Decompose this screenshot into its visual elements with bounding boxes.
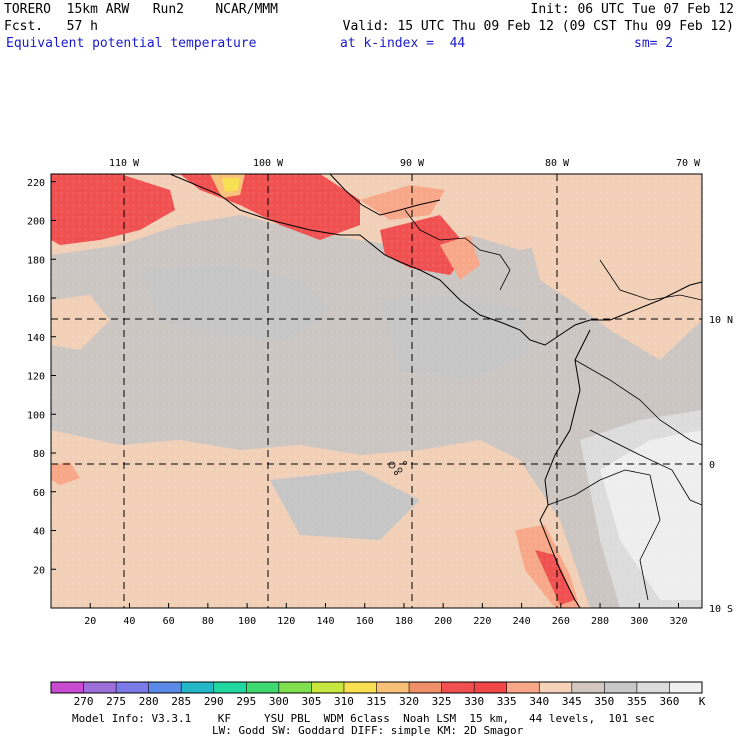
x-tick-label: 200 [434,616,452,627]
y-tick-label: 40 [33,527,45,538]
x-tick-label: 120 [277,616,295,627]
colorbar-level-label: 340 [529,695,549,708]
x-tick-label: 240 [513,616,531,627]
colorbar-level-label: 285 [171,695,191,708]
init-time: Init: 06 UTC Tue 07 Feb 12 [530,2,735,17]
x-tick-label: 320 [669,616,687,627]
lon-label: 70 W [676,158,701,169]
colorbar-level-label: 320 [399,695,419,708]
coastline-central-america [169,174,702,346]
x-tick-label: 100 [238,616,256,627]
colorbar-swatch [246,682,280,693]
colorbar-level-label: 300 [269,695,289,708]
x-tick-label: 80 [202,616,214,627]
lat-label: 10 S [709,604,733,615]
y-tick-label: 60 [33,488,45,499]
level-label: at k-index = 44 [340,36,466,51]
colorbar-swatch [409,682,443,693]
x-tick-label: 60 [163,616,175,627]
colorbar-swatch [571,682,605,693]
latitude-labels: 10 N 0 10 S [709,315,733,615]
colorbar-level-label: 315 [367,695,387,708]
colorbar-swatch [604,682,638,693]
y-axis: 20 40 60 80 100 120 140 160 180 200 220 [27,178,56,576]
colorbar-swatch [539,682,573,693]
lon-grid-lines [123,174,558,608]
valid-time: Valid: 15 UTC Thu 09 Feb 12 (09 CST Thu … [342,19,734,34]
x-tick-label: 280 [591,616,609,627]
colorbar-level-label: 295 [236,695,256,708]
colorbar-swatch [278,682,312,693]
coastline-south-america [539,329,591,608]
x-tick-label: 260 [552,616,570,627]
colorbar-swatch [506,682,540,693]
x-tick-label: 160 [356,616,374,627]
field-name: Equivalent potential temperature [6,36,257,51]
model-info-line1: Model Info: V3.3.1 KF YSU PBL WDM 6class… [72,712,655,725]
y-tick-label: 120 [27,372,45,383]
lon-label: 80 W [545,158,570,169]
colorbar-swatch [148,682,182,693]
colorbar-swatch [181,682,215,693]
colorbar-level-label: 290 [204,695,224,708]
lon-label: 100 W [253,158,284,169]
longitude-labels: 110 W 100 W 90 W 80 W 70 W [109,158,701,169]
colorbar-swatch [376,682,410,693]
colorbar-swatch [636,682,670,693]
colorbar-unit-label: K [699,695,706,708]
plot-frame [50,173,703,609]
colorbar-swatch [116,682,150,693]
lon-label: 110 W [109,158,140,169]
y-tick-label: 180 [27,255,45,266]
lat-grid-lines [51,318,702,465]
lat-label: 10 N [709,315,733,326]
colorbar-swatch [669,682,703,693]
y-tick-label: 140 [27,333,45,344]
colorbar-swatch [213,682,247,693]
x-tick-label: 140 [316,616,334,627]
x-tick-label: 220 [473,616,491,627]
field-shading [51,174,702,608]
y-tick-label: 160 [27,294,45,305]
colorbar-swatch [83,682,117,693]
colorbar-swatch [474,682,508,693]
colorbar-level-label: 345 [562,695,582,708]
colorbar-swatch [343,682,377,693]
x-tick-label: 300 [630,616,648,627]
model-info-line2: LW: Godd SW: Goddard DIFF: simple KM: 2D… [212,724,524,737]
colorbar-level-label: 325 [432,695,452,708]
colorbar-swatch [441,682,475,693]
colorbar-level-label: 275 [106,695,126,708]
x-tick-label: 180 [395,616,413,627]
lon-label: 90 W [400,158,425,169]
colorbar-level-label: 355 [627,695,647,708]
colorbar: 270 275 280 285 290 295 300 305 310 315 320 325 330 3… [50,681,706,708]
colorbar-swatch [311,682,345,693]
y-tick-label: 220 [27,178,45,189]
y-tick-label: 200 [27,217,45,228]
y-tick-label: 80 [33,449,45,460]
forecast-hour: Fcst. 57 h [4,19,98,34]
lat-label: 0 [709,460,715,471]
x-tick-label: 20 [84,616,96,627]
x-tick-label: 40 [123,616,135,627]
galapagos-islands [388,461,407,475]
y-tick-label: 20 [33,565,45,576]
colorbar-swatch [51,682,85,693]
colorbar-level-label: 360 [660,695,680,708]
colorbar-level-label: 270 [74,695,94,708]
y-tick-label: 100 [27,410,45,421]
colorbar-level-label: 335 [497,695,517,708]
colorbar-level-label: 330 [464,695,484,708]
colorbar-level-label: 310 [334,695,354,708]
smoothing-label: sm= 2 [634,36,674,51]
colorbar-level-label: 280 [139,695,159,708]
model-title: TORERO 15km ARW Run2 NCAR/MMM [4,2,278,17]
coastline-mexico-gulf [329,174,441,216]
colorbar-level-label: 350 [594,695,614,708]
x-axis: 20 40 60 80 100 120 140 160 180 200 220 240 260 280 30… [84,603,688,627]
colorbar-level-label: 305 [301,695,321,708]
